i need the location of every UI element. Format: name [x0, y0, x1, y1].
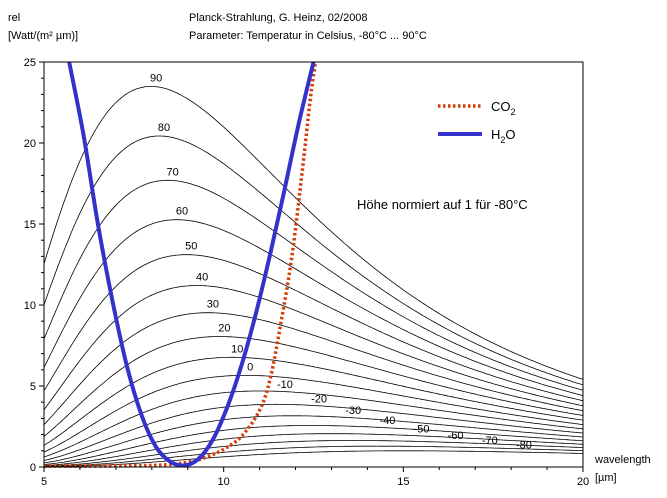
- y-axis-label-unit-rel: rel: [8, 12, 21, 24]
- planck-curve-10: [43, 356, 584, 446]
- legend: CO2 H2O: [438, 99, 516, 145]
- planck-curve-60: [43, 219, 584, 396]
- temperature-label-30: 30: [207, 299, 219, 311]
- legend-h2o-label: H2O: [491, 127, 516, 145]
- temperature-label--80: -80: [516, 439, 532, 451]
- planck-curve-40: [43, 285, 584, 410]
- series-h2o-line: [67, 61, 316, 468]
- temperature-label-80: 80: [158, 122, 170, 134]
- y-axis-label-unit: [Watt/(m² µm)]: [8, 30, 79, 42]
- planck-curve--80: [44, 450, 584, 468]
- temperature-label-0: 0: [247, 361, 253, 373]
- x-tick-label: 10: [218, 476, 230, 488]
- plot-frame: [43, 61, 584, 468]
- temperature-label--60: -60: [448, 430, 464, 442]
- planck-curve--50: [43, 433, 584, 466]
- temperature-label--30: -30: [345, 405, 361, 417]
- x-axis-unit: [µm]: [595, 472, 617, 484]
- temperature-label-20: 20: [218, 323, 230, 335]
- planck-curve-80: [43, 135, 584, 386]
- planck-curve-50: [43, 254, 584, 402]
- temperature-label-60: 60: [176, 206, 188, 218]
- temperature-label-10: 10: [231, 343, 243, 355]
- temperature-label--40: -40: [379, 415, 395, 427]
- planck-curve--70: [44, 445, 584, 467]
- legend-co2-label: CO2: [491, 99, 516, 117]
- planck-curve--30: [43, 415, 584, 464]
- y-tick-label: 0: [30, 462, 36, 474]
- x-tick-label: 20: [577, 476, 589, 488]
- planck-curve-0: [43, 375, 584, 453]
- temperature-label--10: -10: [277, 379, 293, 391]
- chart-title: Planck-Strahlung, G. Heinz, 02/2008: [189, 12, 368, 24]
- planck-curve-30: [43, 312, 584, 425]
- temperature-label-50: 50: [185, 241, 197, 253]
- y-tick-label: 20: [24, 138, 36, 150]
- absorption-series: [43, 61, 318, 468]
- temperature-label-40: 40: [196, 272, 208, 284]
- temperature-label--20: -20: [311, 393, 327, 405]
- chart-subtitle: Parameter: Temperatur in Celsius, -80°C …: [189, 30, 427, 42]
- planck-curve-70: [43, 179, 584, 391]
- planck-curve--20: [43, 403, 584, 461]
- temperature-label--50: -50: [414, 423, 430, 435]
- y-tick-label: 15: [24, 219, 36, 231]
- planck-curve-20: [43, 336, 584, 437]
- y-tick-label: 5: [30, 381, 36, 393]
- x-tick-label: 5: [41, 476, 47, 488]
- temperature-label-70: 70: [166, 166, 178, 178]
- planck-curve--60: [44, 440, 584, 467]
- temperature-label--70: -70: [482, 435, 498, 447]
- planck-curve-90: [43, 86, 584, 380]
- normalization-annotation: Höhe normiert auf 1 für -80°C: [357, 197, 528, 212]
- x-tick-label: 15: [397, 476, 409, 488]
- y-tick-label: 10: [24, 300, 36, 312]
- temperature-label-90: 90: [150, 72, 162, 84]
- x-axis-label: wavelength: [595, 454, 651, 466]
- series-co2-line: [43, 61, 318, 468]
- y-tick-label: 25: [24, 57, 36, 69]
- planck-curve--40: [43, 425, 584, 465]
- planck-curve--10: [43, 390, 584, 458]
